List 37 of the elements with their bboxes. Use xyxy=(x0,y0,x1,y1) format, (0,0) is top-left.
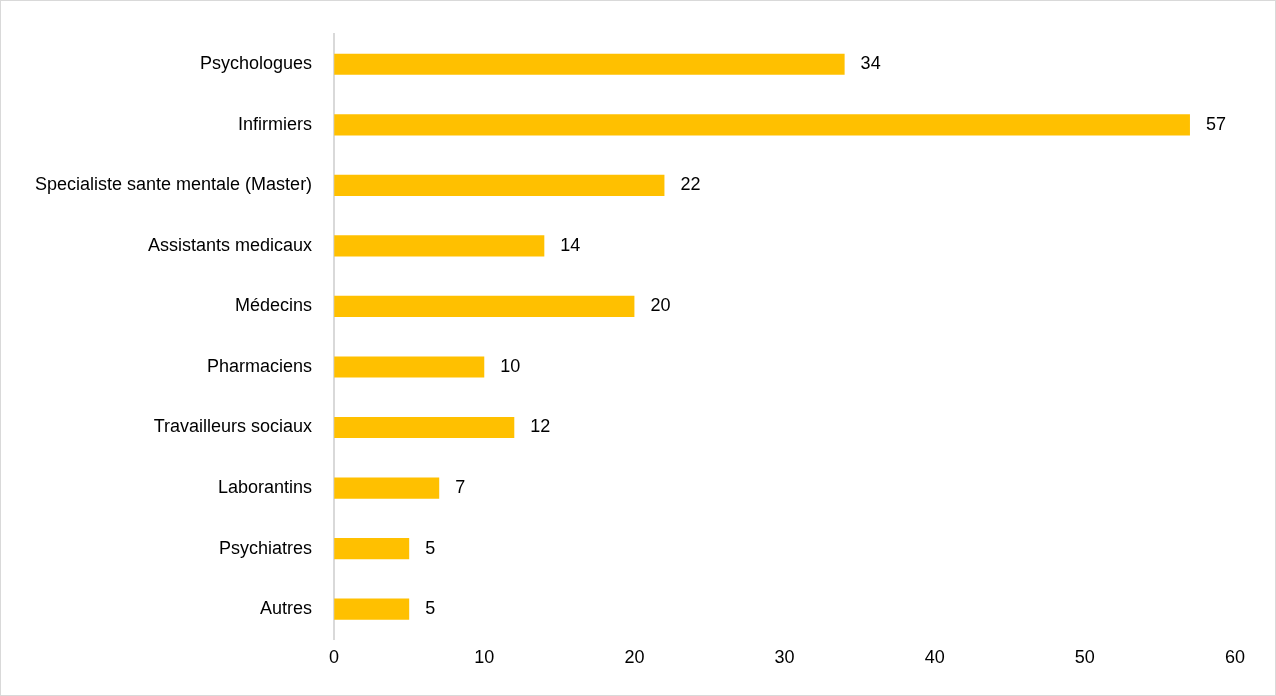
bar xyxy=(334,598,410,620)
bar xyxy=(334,174,665,196)
bar xyxy=(334,538,410,560)
x-tick-label: 20 xyxy=(624,647,645,668)
x-tick-label: 0 xyxy=(329,647,340,668)
y-tick-label: Pharmaciens xyxy=(207,355,313,376)
data-label: 14 xyxy=(560,234,581,255)
x-tick-label: 30 xyxy=(774,647,795,668)
bar xyxy=(334,416,515,439)
y-tick-label: Specialiste sante mentale (Master) xyxy=(34,174,313,195)
y-tick-label: Autres xyxy=(260,598,313,619)
data-label: 12 xyxy=(530,416,551,437)
bar xyxy=(334,295,635,318)
y-tick-label: Médecins xyxy=(235,295,313,316)
data-label: 5 xyxy=(425,598,436,619)
x-tick-label: 50 xyxy=(1074,647,1095,668)
data-label: 20 xyxy=(650,295,671,316)
x-tick-label: 40 xyxy=(924,647,945,668)
data-label: 10 xyxy=(500,355,521,376)
x-tick-label: 60 xyxy=(1224,647,1246,668)
data-label: 7 xyxy=(455,477,466,498)
data-label: 22 xyxy=(680,174,701,195)
data-label: 5 xyxy=(425,537,436,558)
y-tick-label: Assistants medicaux xyxy=(148,234,313,255)
data-label: 57 xyxy=(1205,113,1226,134)
bar xyxy=(334,114,1190,136)
y-tick-label: Psychiatres xyxy=(219,537,313,558)
y-tick-label: Laborantins xyxy=(218,477,313,498)
bar xyxy=(334,235,545,257)
bar xyxy=(334,53,845,75)
bar xyxy=(334,477,440,499)
y-tick-label: Psychologues xyxy=(200,53,313,74)
data-label: 34 xyxy=(860,53,881,74)
bar xyxy=(334,356,485,378)
y-tick-label: Infirmiers xyxy=(238,113,313,134)
x-tick-label: 10 xyxy=(474,647,495,668)
y-tick-label: Travailleurs sociaux xyxy=(153,416,313,437)
